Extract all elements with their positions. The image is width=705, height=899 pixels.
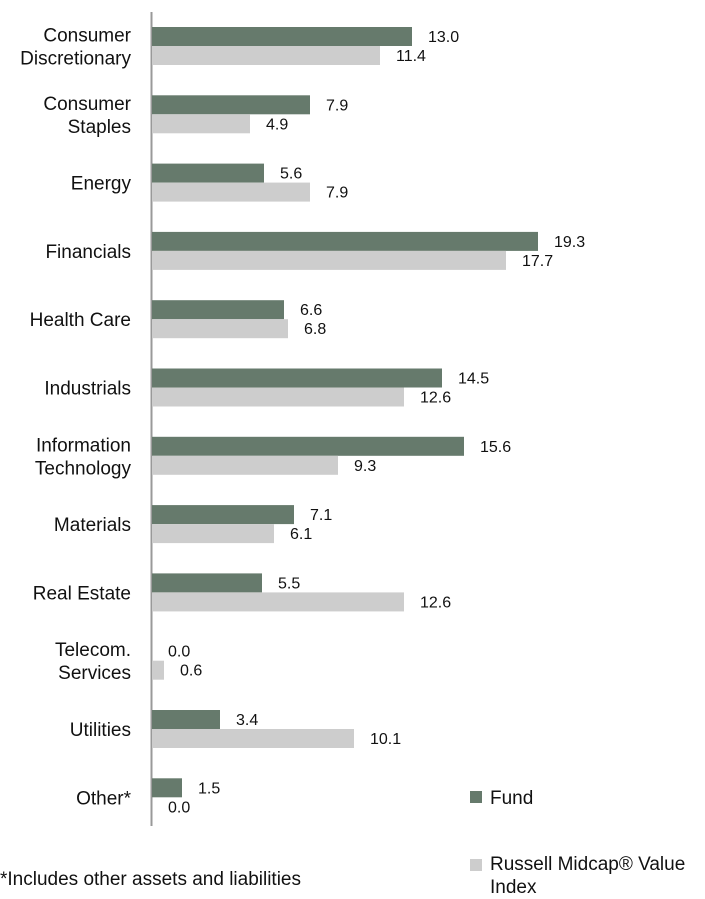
bar-fund-health-care	[152, 300, 284, 320]
legend-swatch-fund	[470, 791, 482, 803]
data-label-index-real-estate: 12.6	[420, 594, 451, 611]
legend-label-fund: Fund	[490, 788, 534, 809]
bar-index-industrials	[152, 387, 404, 407]
data-label-index-information-technology: 9.3	[354, 458, 376, 475]
data-label-index-utilities: 10.1	[370, 731, 401, 748]
data-label-index-energy: 7.9	[326, 185, 348, 202]
legend-label-index: Russell Midcap® Value Index	[490, 854, 686, 898]
bar-index-materials	[152, 524, 274, 544]
bar-fund-industrials	[152, 368, 442, 388]
bar-index-energy	[152, 182, 310, 202]
data-label-fund-telecom-services: 0.0	[168, 644, 190, 661]
category-label-information-technology-line-1: Information	[36, 435, 131, 456]
category-label-consumer-staples-line-1: Consumer	[43, 94, 131, 115]
data-label-fund-consumer-staples: 7.9	[326, 97, 348, 114]
bar-fund-consumer-staples	[152, 95, 310, 115]
bar-index-utilities	[152, 729, 354, 748]
bar-fund-information-technology	[152, 436, 464, 456]
data-label-fund-information-technology: 15.6	[480, 439, 511, 456]
data-label-index-consumer-staples: 4.9	[266, 116, 288, 133]
bar-index-consumer-staples	[152, 114, 250, 134]
category-label-real-estate: Real Estate	[33, 583, 131, 604]
category-label-information-technology-line-2: Technology	[35, 458, 132, 479]
bar-index-health-care	[152, 319, 288, 339]
category-label-consumer-staples-line-2: Staples	[68, 117, 131, 138]
data-label-index-health-care: 6.8	[304, 321, 326, 338]
bar-fund-other	[152, 778, 182, 798]
data-label-fund-materials: 7.1	[310, 507, 332, 524]
bar-index-financials	[152, 250, 506, 270]
legend-item-fund: Fund	[470, 787, 533, 810]
bar-fund-real-estate	[152, 573, 262, 593]
category-label-other: Other*	[76, 788, 132, 809]
data-label-index-industrials: 12.6	[420, 390, 451, 407]
category-label-consumer-discretionary-line-2: Discretionary	[20, 49, 131, 70]
data-label-index-telecom-services: 0.6	[180, 663, 202, 680]
category-label-industrials: Industrials	[44, 379, 131, 400]
legend-swatch-index	[470, 859, 482, 871]
data-label-fund-real-estate: 5.5	[278, 575, 300, 592]
bar-index-telecom-services	[152, 660, 164, 680]
data-label-fund-other: 1.5	[198, 780, 220, 797]
category-label-financials: Financials	[45, 242, 131, 263]
data-label-fund-health-care: 6.6	[300, 302, 322, 319]
category-label-consumer-discretionary-line-1: Consumer	[43, 26, 131, 47]
bar-index-real-estate	[152, 592, 404, 612]
category-label-materials: Materials	[54, 515, 131, 536]
bar-fund-utilities	[152, 710, 220, 729]
category-label-health-care: Health Care	[30, 310, 131, 331]
data-label-fund-consumer-discretionary: 13.0	[428, 29, 459, 46]
data-label-index-other: 0.0	[168, 799, 190, 816]
data-label-fund-industrials: 14.5	[458, 371, 489, 388]
data-label-fund-energy: 5.6	[280, 166, 302, 183]
legend-item-index: Russell Midcap® Value Index	[470, 853, 705, 899]
bar-fund-consumer-discretionary	[152, 27, 412, 46]
data-label-index-materials: 6.1	[290, 526, 312, 543]
chart-footnote: *Includes other assets and liabilities	[0, 869, 302, 890]
bar-index-information-technology	[152, 455, 338, 475]
category-label-energy: Energy	[71, 174, 132, 195]
data-label-fund-utilities: 3.4	[236, 712, 258, 729]
data-label-index-financials: 17.7	[522, 253, 553, 270]
bar-index-consumer-discretionary	[152, 46, 380, 65]
category-label-utilities: Utilities	[70, 720, 131, 741]
category-label-telecom-services-line-1: Telecom.	[55, 640, 131, 661]
bar-fund-financials	[152, 231, 538, 251]
bar-fund-materials	[152, 505, 294, 525]
data-label-index-consumer-discretionary: 11.4	[396, 48, 426, 65]
bar-fund-energy	[152, 163, 264, 183]
data-label-fund-financials: 19.3	[554, 234, 585, 251]
category-label-telecom-services-line-2: Services	[58, 663, 131, 684]
